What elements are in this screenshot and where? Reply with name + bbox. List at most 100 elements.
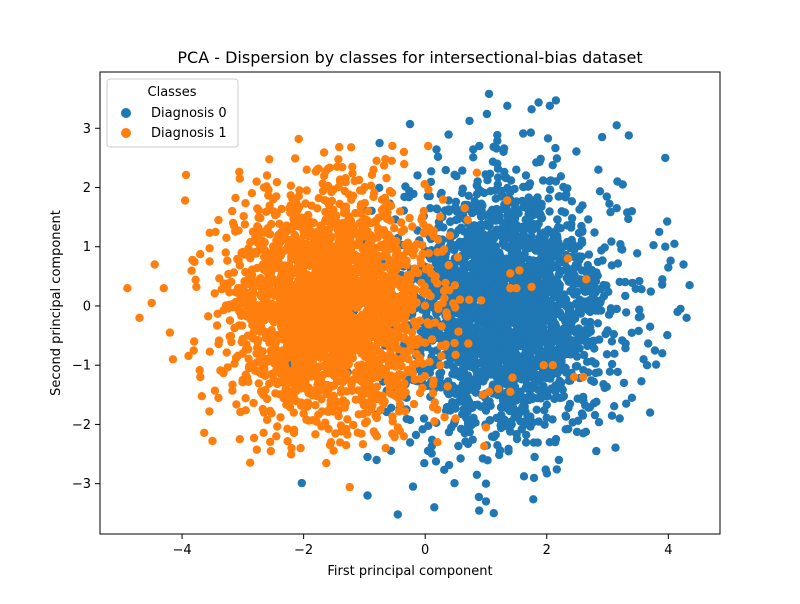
point-diagnosis-1	[332, 333, 341, 342]
point-diagnosis-0	[637, 377, 646, 386]
point-diagnosis-1	[313, 321, 322, 330]
point-diagnosis-0	[491, 430, 500, 439]
point-diagnosis-0	[584, 215, 593, 224]
point-diagnosis-0	[617, 245, 626, 254]
point-diagnosis-0	[444, 205, 453, 214]
point-diagnosis-1	[345, 482, 354, 492]
point-diagnosis-1	[454, 327, 463, 336]
point-diagnosis-0	[562, 263, 571, 272]
point-diagnosis-1	[477, 296, 486, 305]
point-diagnosis-1	[401, 388, 410, 397]
point-diagnosis-1	[337, 377, 347, 386]
point-diagnosis-1	[293, 375, 302, 385]
point-diagnosis-0	[642, 361, 652, 370]
point-diagnosis-0	[519, 182, 528, 192]
point-diagnosis-0	[612, 121, 621, 130]
point-diagnosis-0	[607, 411, 617, 420]
point-diagnosis-0	[489, 216, 498, 225]
point-diagnosis-0	[494, 226, 503, 235]
point-diagnosis-0	[502, 355, 512, 365]
point-diagnosis-1	[187, 266, 196, 275]
point-diagnosis-0	[481, 406, 491, 415]
point-diagnosis-1	[317, 407, 327, 416]
point-diagnosis-0	[607, 237, 616, 246]
point-diagnosis-0	[604, 310, 614, 319]
point-diagnosis-0	[546, 335, 555, 345]
point-diagnosis-0	[552, 465, 561, 474]
point-diagnosis-0	[400, 192, 409, 202]
point-diagnosis-0	[432, 145, 441, 154]
point-diagnosis-0	[447, 240, 456, 250]
point-diagnosis-0	[535, 233, 544, 242]
point-diagnosis-0	[615, 414, 624, 423]
point-diagnosis-1	[249, 398, 258, 408]
points-layer	[123, 89, 694, 519]
point-diagnosis-0	[573, 362, 582, 371]
point-diagnosis-0	[561, 411, 570, 420]
point-diagnosis-0	[521, 384, 531, 393]
point-diagnosis-1	[343, 415, 352, 424]
point-diagnosis-0	[545, 185, 555, 194]
point-diagnosis-0	[493, 136, 502, 146]
point-diagnosis-1	[318, 260, 327, 269]
point-diagnosis-1	[239, 212, 248, 221]
point-diagnosis-0	[485, 349, 495, 358]
point-diagnosis-0	[544, 194, 553, 203]
point-diagnosis-0	[449, 317, 459, 326]
point-diagnosis-0	[575, 344, 584, 353]
point-diagnosis-0	[561, 327, 570, 337]
point-diagnosis-0	[545, 207, 554, 216]
point-diagnosis-1	[222, 233, 231, 242]
point-diagnosis-1	[252, 177, 261, 186]
point-diagnosis-1	[384, 302, 393, 311]
point-diagnosis-0	[463, 439, 473, 449]
point-diagnosis-0	[554, 344, 563, 353]
point-diagnosis-0	[483, 324, 492, 334]
point-diagnosis-0	[498, 238, 508, 247]
point-diagnosis-0	[567, 220, 576, 229]
point-diagnosis-1	[371, 357, 380, 366]
point-diagnosis-0	[578, 227, 587, 236]
point-diagnosis-1	[382, 173, 391, 183]
point-diagnosis-1	[399, 333, 409, 342]
point-diagnosis-0	[487, 250, 497, 260]
point-diagnosis-0	[610, 349, 619, 358]
point-diagnosis-1	[351, 395, 360, 404]
point-diagnosis-1	[337, 227, 346, 237]
point-diagnosis-0	[460, 358, 469, 367]
point-diagnosis-0	[618, 336, 627, 345]
point-diagnosis-0	[493, 441, 502, 450]
point-diagnosis-1	[225, 288, 234, 297]
point-diagnosis-0	[611, 443, 620, 452]
point-diagnosis-1	[386, 216, 395, 225]
point-diagnosis-1	[356, 200, 366, 209]
point-diagnosis-1	[324, 181, 333, 191]
point-diagnosis-1	[205, 257, 214, 266]
point-diagnosis-1	[288, 330, 297, 340]
point-diagnosis-0	[506, 421, 515, 430]
point-diagnosis-1	[392, 244, 402, 254]
point-diagnosis-0	[430, 255, 439, 264]
point-diagnosis-1	[200, 428, 209, 437]
point-diagnosis-1	[231, 193, 240, 203]
point-diagnosis-0	[592, 446, 601, 456]
point-diagnosis-1	[246, 458, 255, 467]
point-diagnosis-0	[635, 305, 644, 314]
point-diagnosis-1	[321, 418, 330, 427]
point-diagnosis-0	[484, 89, 494, 99]
point-diagnosis-0	[455, 237, 465, 247]
point-diagnosis-1	[443, 382, 452, 391]
point-diagnosis-0	[535, 310, 544, 319]
point-diagnosis-1	[436, 361, 445, 370]
point-diagnosis-0	[474, 185, 484, 194]
point-diagnosis-1	[253, 301, 262, 310]
point-diagnosis-0	[470, 379, 479, 389]
point-diagnosis-1	[427, 335, 437, 344]
point-diagnosis-0	[534, 376, 543, 385]
point-diagnosis-1	[254, 223, 263, 233]
point-diagnosis-0	[430, 503, 439, 512]
point-diagnosis-1	[210, 386, 220, 395]
point-diagnosis-1	[400, 407, 410, 416]
point-diagnosis-0	[444, 460, 454, 470]
point-diagnosis-1	[358, 440, 368, 449]
